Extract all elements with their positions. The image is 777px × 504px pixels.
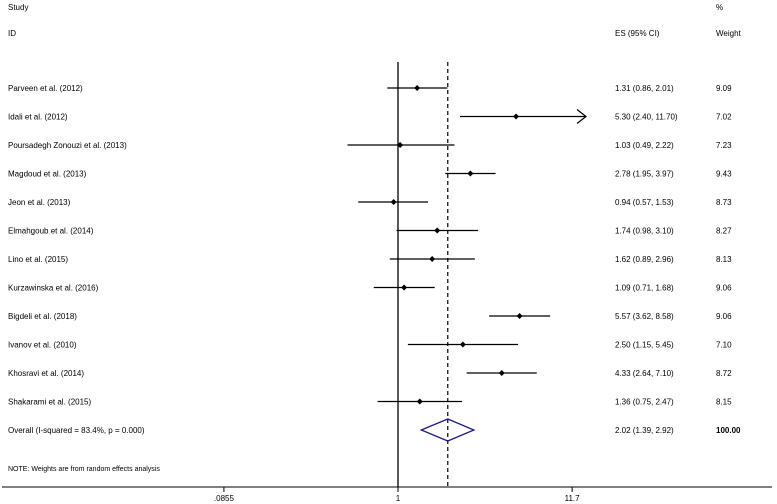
point-estimate xyxy=(397,142,404,148)
x-tick-label: .0855 xyxy=(214,494,235,503)
study-label: Khosravi et al. (2014) xyxy=(8,369,84,378)
es-header: ES (95% CI) xyxy=(615,29,660,38)
effect-size-text: 5.57 (3.62, 8.58) xyxy=(615,312,674,321)
weight-text: 8.27 xyxy=(716,227,732,236)
weight-text: 7.23 xyxy=(716,141,732,150)
point-estimate xyxy=(498,370,505,376)
effect-size-text: 4.33 (2.64, 7.10) xyxy=(615,369,674,378)
weight-text: 7.10 xyxy=(716,341,732,350)
overall-row: Overall (I-squared = 83.4%, p = 0.000) 2.… xyxy=(8,418,741,442)
study-header: Study xyxy=(8,3,28,12)
percent-header: % xyxy=(716,3,723,12)
effect-size-text: 2.50 (1.15, 5.45) xyxy=(615,341,674,350)
study-label: Poursadegh Zonouzi et al. (2013) xyxy=(8,141,127,150)
effect-size-text: 2.78 (1.95, 3.97) xyxy=(615,170,674,179)
study-label: Lino et al. (2015) xyxy=(8,255,68,264)
weight-text: 8.72 xyxy=(716,369,732,378)
study-label: Idali et al. (2012) xyxy=(8,113,68,122)
study-label: Bigdeli et al. (2018) xyxy=(8,312,77,321)
study-label: Magdoud et al. (2013) xyxy=(8,170,87,179)
study-row: Ivanov et al. (2010) 2.50 (1.15, 5.45) 7.1… xyxy=(8,341,732,350)
point-estimate xyxy=(414,85,421,91)
study-row: Idali et al. (2012) 5.30 (2.40, 11.70) 7.0… xyxy=(8,109,732,124)
x-tick-label: 1 xyxy=(396,494,401,503)
effect-size-text: 1.03 (0.49, 2.22) xyxy=(615,141,674,150)
point-estimate xyxy=(459,341,466,348)
study-row: Jeon et al. (2013) 0.94 (0.57, 1.53) 8.73 xyxy=(8,198,732,207)
weight-text: 9.09 xyxy=(716,84,732,93)
study-rows: Parveen et al. (2012) 1.31 (0.86, 2.01) 9.… xyxy=(8,84,732,407)
point-estimate xyxy=(513,113,520,120)
point-estimate xyxy=(516,313,523,319)
effect-size-text: 1.74 (0.98, 3.10) xyxy=(615,227,674,236)
point-estimate xyxy=(401,284,408,291)
weight-text: 9.43 xyxy=(716,170,732,179)
study-row: Bigdeli et al. (2018) 5.57 (3.62, 8.58) 9.… xyxy=(8,312,732,321)
overall-weight-text: 100.00 xyxy=(716,426,741,435)
overall-effect-size-text: 2.02 (1.39, 2.92) xyxy=(615,426,674,435)
effect-size-text: 1.31 (0.86, 2.01) xyxy=(615,84,674,93)
study-row: Magdoud et al. (2013) 2.78 (1.95, 3.97) 9.… xyxy=(8,170,732,179)
weight-text: 9.06 xyxy=(716,312,732,321)
point-estimate xyxy=(467,170,474,177)
weight-text: 8.13 xyxy=(716,255,732,264)
x-axis-ticks: .0855 1 11.7 xyxy=(214,487,580,503)
effect-size-text: 5.30 (2.40, 11.70) xyxy=(615,113,678,122)
effect-size-text: 1.09 (0.71, 1.68) xyxy=(615,284,674,293)
study-label: Parveen et al. (2012) xyxy=(8,84,83,93)
overall-label: Overall (I-squared = 83.4%, p = 0.000) xyxy=(8,426,145,435)
weight-header: Weight xyxy=(716,29,742,38)
study-label: Kurzawinska et al. (2016) xyxy=(8,284,99,293)
study-row: Lino et al. (2015) 1.62 (0.89, 2.96) 8.13 xyxy=(8,255,732,264)
study-label: Jeon et al. (2013) xyxy=(8,198,71,207)
footnote: NOTE: Weights are from random effects an… xyxy=(8,466,160,473)
study-row: Kurzawinska et al. (2016) 1.09 (0.71, 1.6… xyxy=(8,284,732,293)
weight-text: 9.06 xyxy=(716,284,732,293)
ci-arrow xyxy=(576,109,587,124)
x-tick-label: 11.7 xyxy=(565,494,581,503)
point-estimate xyxy=(390,199,397,205)
effect-size-text: 1.36 (0.75, 2.47) xyxy=(615,398,674,407)
study-label: Ivanov et al. (2010) xyxy=(8,341,77,350)
study-label: Elmahgoub et al. (2014) xyxy=(8,227,94,236)
point-estimate xyxy=(416,398,423,405)
effect-size-text: 1.62 (0.89, 2.96) xyxy=(615,255,674,264)
study-row: Khosravi et al. (2014) 4.33 (2.64, 7.10) 8… xyxy=(8,369,732,378)
study-row: Poursadegh Zonouzi et al. (2013) 1.03 (0.… xyxy=(8,141,732,150)
overall-diamond xyxy=(419,418,476,442)
study-label: Shakarami et al. (2015) xyxy=(8,398,91,407)
point-estimate xyxy=(429,256,436,262)
weight-text: 8.73 xyxy=(716,198,732,207)
effect-size-text: 0.94 (0.57, 1.53) xyxy=(615,198,674,207)
study-row: Parveen et al. (2012) 1.31 (0.86, 2.01) 9.… xyxy=(8,84,732,93)
study-row: Elmahgoub et al. (2014) 1.74 (0.98, 3.10)… xyxy=(8,227,732,236)
point-estimate xyxy=(434,227,441,234)
weight-text: 8.15 xyxy=(716,398,732,407)
id-header: ID xyxy=(8,29,16,38)
study-row: Shakarami et al. (2015) 1.36 (0.75, 2.47)… xyxy=(8,398,732,407)
weight-text: 7.02 xyxy=(716,113,732,122)
